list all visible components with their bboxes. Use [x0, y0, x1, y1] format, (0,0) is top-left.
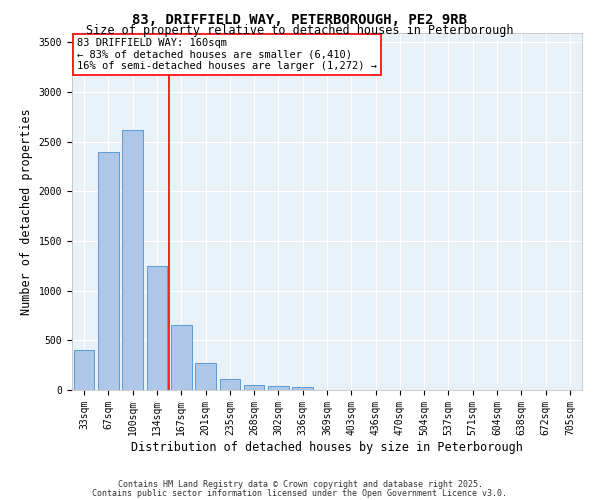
- Bar: [171, 326, 191, 390]
- Bar: [220, 378, 240, 390]
- Bar: [244, 384, 265, 390]
- Bar: [146, 266, 167, 390]
- Bar: [74, 350, 94, 390]
- Text: 83, DRIFFIELD WAY, PETERBOROUGH, PE2 9RB: 83, DRIFFIELD WAY, PETERBOROUGH, PE2 9RB: [133, 12, 467, 26]
- Y-axis label: Number of detached properties: Number of detached properties: [20, 108, 33, 314]
- Text: 83 DRIFFIELD WAY: 160sqm
← 83% of detached houses are smaller (6,410)
16% of sem: 83 DRIFFIELD WAY: 160sqm ← 83% of detach…: [77, 38, 377, 71]
- X-axis label: Distribution of detached houses by size in Peterborough: Distribution of detached houses by size …: [131, 440, 523, 454]
- Bar: [292, 387, 313, 390]
- Text: Size of property relative to detached houses in Peterborough: Size of property relative to detached ho…: [86, 24, 514, 37]
- Bar: [98, 152, 119, 390]
- Text: Contains HM Land Registry data © Crown copyright and database right 2025.: Contains HM Land Registry data © Crown c…: [118, 480, 482, 489]
- Bar: [268, 386, 289, 390]
- Text: Contains public sector information licensed under the Open Government Licence v3: Contains public sector information licen…: [92, 489, 508, 498]
- Bar: [122, 130, 143, 390]
- Bar: [195, 363, 216, 390]
